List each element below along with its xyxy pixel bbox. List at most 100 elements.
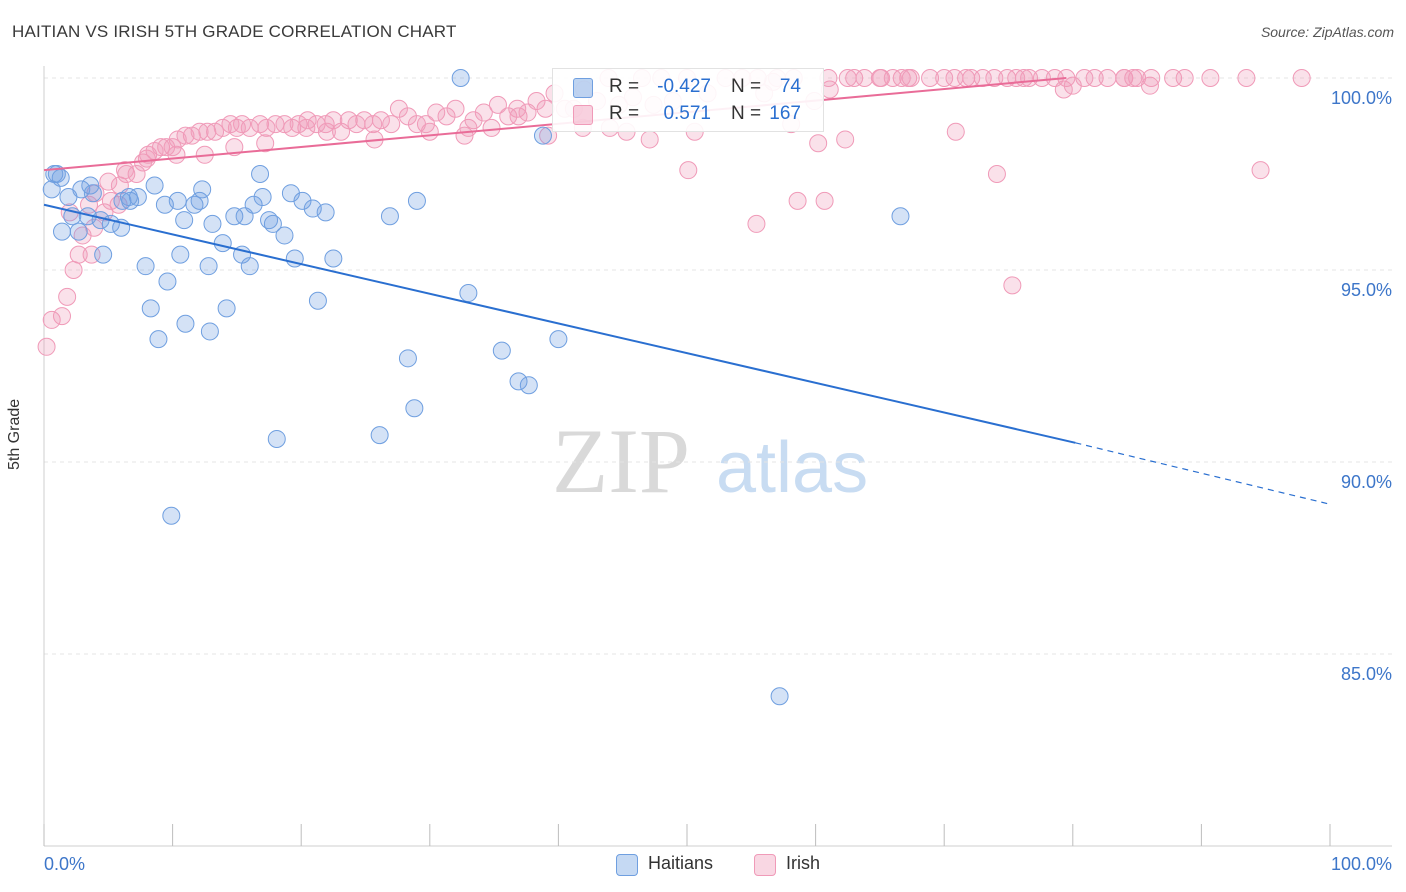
n-value: 167 <box>769 103 801 124</box>
irish-point <box>137 149 156 168</box>
haitian-point <box>324 249 343 268</box>
irish-point <box>474 103 493 122</box>
irish-point <box>872 69 891 87</box>
haitian-point <box>171 245 190 264</box>
haitian-point <box>253 188 272 207</box>
irish-point <box>1251 161 1270 180</box>
haitian-point <box>549 330 568 349</box>
haitian-point <box>83 184 102 203</box>
haitian-point <box>509 372 528 391</box>
haitian-point <box>190 191 209 210</box>
irish-point <box>1098 69 1117 87</box>
irish-point <box>446 99 465 118</box>
irish-point <box>1142 69 1161 87</box>
irish-point <box>389 99 408 118</box>
tick-labels: 85.0% 90.0% 95.0% 100.0% 0.0% 100.0% <box>44 88 1392 874</box>
haitian-point <box>533 126 552 145</box>
irish-point <box>69 245 88 264</box>
haitian-point <box>217 299 236 318</box>
irish-point <box>640 130 659 149</box>
watermark-atlas: atlas <box>716 428 868 508</box>
irish-point <box>499 107 518 126</box>
irish-point <box>116 161 135 180</box>
irish-point <box>297 118 316 137</box>
irish-point <box>198 122 217 141</box>
irish-point <box>815 191 834 210</box>
r-value: -0.427 <box>657 76 711 97</box>
watermark-zip: ZIP <box>552 410 690 512</box>
irish-point <box>788 191 807 210</box>
haitian-point <box>176 314 195 333</box>
y-tick-label: 100.0% <box>1331 88 1392 108</box>
r-label: R = <box>609 76 640 97</box>
irish-point <box>1032 69 1051 87</box>
irish-point <box>42 310 61 329</box>
irish-point <box>398 107 417 126</box>
haitian-point <box>225 207 244 226</box>
irish-point <box>921 69 940 87</box>
irish-point <box>845 69 864 87</box>
haitian-point <box>193 180 212 199</box>
irish-point <box>679 161 698 180</box>
haitians-swatch <box>573 78 593 98</box>
irish-point <box>985 69 1004 87</box>
irish-point <box>899 69 918 87</box>
haitian-point <box>405 399 424 418</box>
irish-point <box>459 118 478 137</box>
irish-point <box>53 307 72 326</box>
irish-point <box>37 337 56 356</box>
irish-point <box>257 118 276 137</box>
haitian-point <box>316 203 335 222</box>
haitian-point <box>770 687 789 706</box>
haitian-point <box>407 191 426 210</box>
irish-point <box>64 261 83 279</box>
haitian-point <box>69 222 88 241</box>
haitian-point <box>175 211 194 230</box>
irish-point <box>1063 76 1082 95</box>
irish-point <box>298 111 317 130</box>
y-tick-label: 90.0% <box>1341 472 1392 492</box>
irish-point <box>317 122 336 141</box>
haitian-point <box>200 322 219 341</box>
irish-point <box>836 130 855 149</box>
haitians-trend-line <box>43 203 1076 444</box>
haitians-trend-extension <box>1075 442 1331 505</box>
haitian-point <box>251 165 270 183</box>
haitian-point <box>213 234 232 253</box>
stats-box: R = -0.427 N = 74 R = 0.571 N = 167 <box>552 68 824 132</box>
irish-point <box>508 99 527 118</box>
haitian-point <box>891 207 910 226</box>
haitian-point <box>519 376 538 395</box>
irish-point <box>1115 69 1134 87</box>
irish-point <box>747 214 766 233</box>
haitian-point <box>240 257 259 276</box>
data-points <box>37 69 1311 706</box>
irish-point <box>509 107 528 126</box>
y-tick-label: 95.0% <box>1341 280 1392 300</box>
legend-haitians-label: Haitians <box>648 853 714 873</box>
haitian-point <box>168 191 187 210</box>
r-label: R = <box>609 103 640 124</box>
irish-point <box>1054 80 1073 99</box>
irish-point <box>987 165 1006 183</box>
irish-point <box>1003 276 1022 295</box>
irish-point <box>935 69 954 87</box>
irish-point <box>1085 69 1104 87</box>
x-tick-label: 100.0% <box>1331 854 1392 874</box>
n-label: N = <box>731 76 762 97</box>
irish-point <box>427 103 446 122</box>
irish-point <box>58 287 77 306</box>
x-tick-label: 0.0% <box>44 854 85 874</box>
haitian-point <box>203 214 222 233</box>
irish-point <box>962 69 981 87</box>
irish-point <box>1292 69 1311 87</box>
irish-point <box>85 218 104 237</box>
haitian-point <box>141 299 160 318</box>
haitian-point <box>451 69 470 87</box>
irish-point <box>80 195 99 214</box>
haitian-point <box>128 188 147 207</box>
legend-haitians-swatch <box>616 854 638 876</box>
n-label: N = <box>731 103 762 124</box>
irish-point <box>488 95 507 114</box>
haitian-point <box>53 222 72 241</box>
